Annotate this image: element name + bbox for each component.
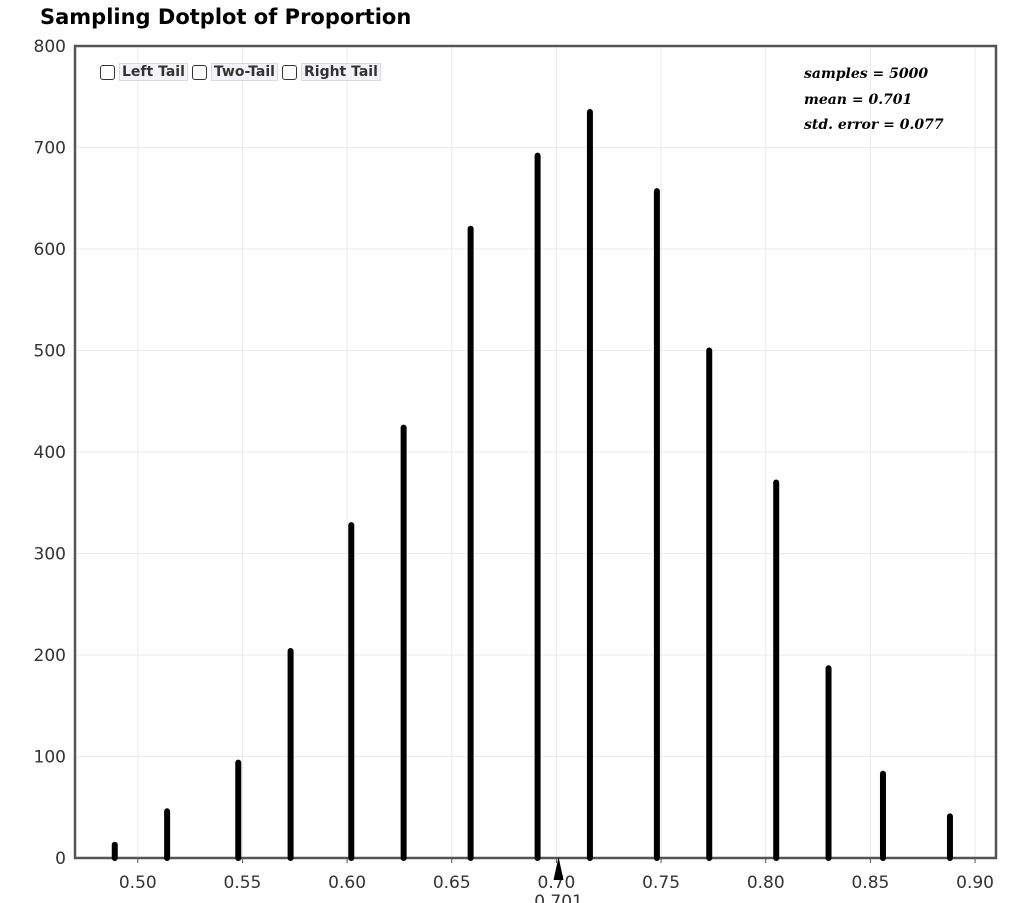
left-tail-checkbox[interactable] (100, 64, 115, 80)
x-tick-label: 0.90 (956, 873, 994, 893)
x-tick-label: 0.85 (851, 873, 889, 893)
tail-controls: Left Tail Two-Tail Right Tail (100, 63, 385, 81)
x-tick-label: 0.70 (538, 873, 576, 893)
stats-panel: samples = 5000 mean = 0.701 std. error =… (804, 62, 944, 139)
y-tick-label: 200 (34, 646, 66, 666)
x-tick-label: 0.65 (433, 873, 471, 893)
chart-title: Sampling Dotplot of Proportion (40, 5, 412, 29)
y-tick-label: 800 (34, 37, 66, 57)
std-error-stat: std. error = 0.077 (804, 117, 944, 133)
right-tail-label[interactable]: Right Tail (300, 63, 381, 81)
x-tick-label: 0.75 (642, 873, 680, 893)
mean-marker-icon (553, 857, 564, 880)
left-tail-label[interactable]: Left Tail (119, 63, 188, 81)
two-tail-checkbox[interactable] (191, 64, 207, 80)
left-tail-option[interactable]: Left Tail (100, 63, 188, 81)
right-tail-option[interactable]: Right Tail (281, 63, 381, 81)
y-tick-label: 300 (34, 545, 66, 565)
x-tick-label: 0.50 (119, 873, 157, 893)
y-tick-label: 0 (55, 849, 66, 869)
samples-stat: samples = 5000 (804, 66, 929, 82)
two-tail-label[interactable]: Two-Tail (210, 63, 278, 81)
right-tail-checkbox[interactable] (281, 64, 297, 80)
mean-marker-label: 0.701 (534, 892, 583, 903)
y-tick-label: 600 (34, 240, 66, 260)
y-tick-label: 500 (34, 342, 66, 362)
mean-stat: mean = 0.701 (804, 91, 913, 108)
x-tick-label: 0.55 (224, 873, 262, 893)
two-tail-option[interactable]: Two-Tail (191, 63, 278, 81)
y-tick-label: 400 (34, 443, 66, 463)
x-tick-label: 0.80 (747, 873, 785, 893)
y-tick-label: 100 (34, 748, 66, 768)
y-tick-label: 700 (34, 139, 66, 159)
x-tick-label: 0.60 (328, 873, 366, 893)
